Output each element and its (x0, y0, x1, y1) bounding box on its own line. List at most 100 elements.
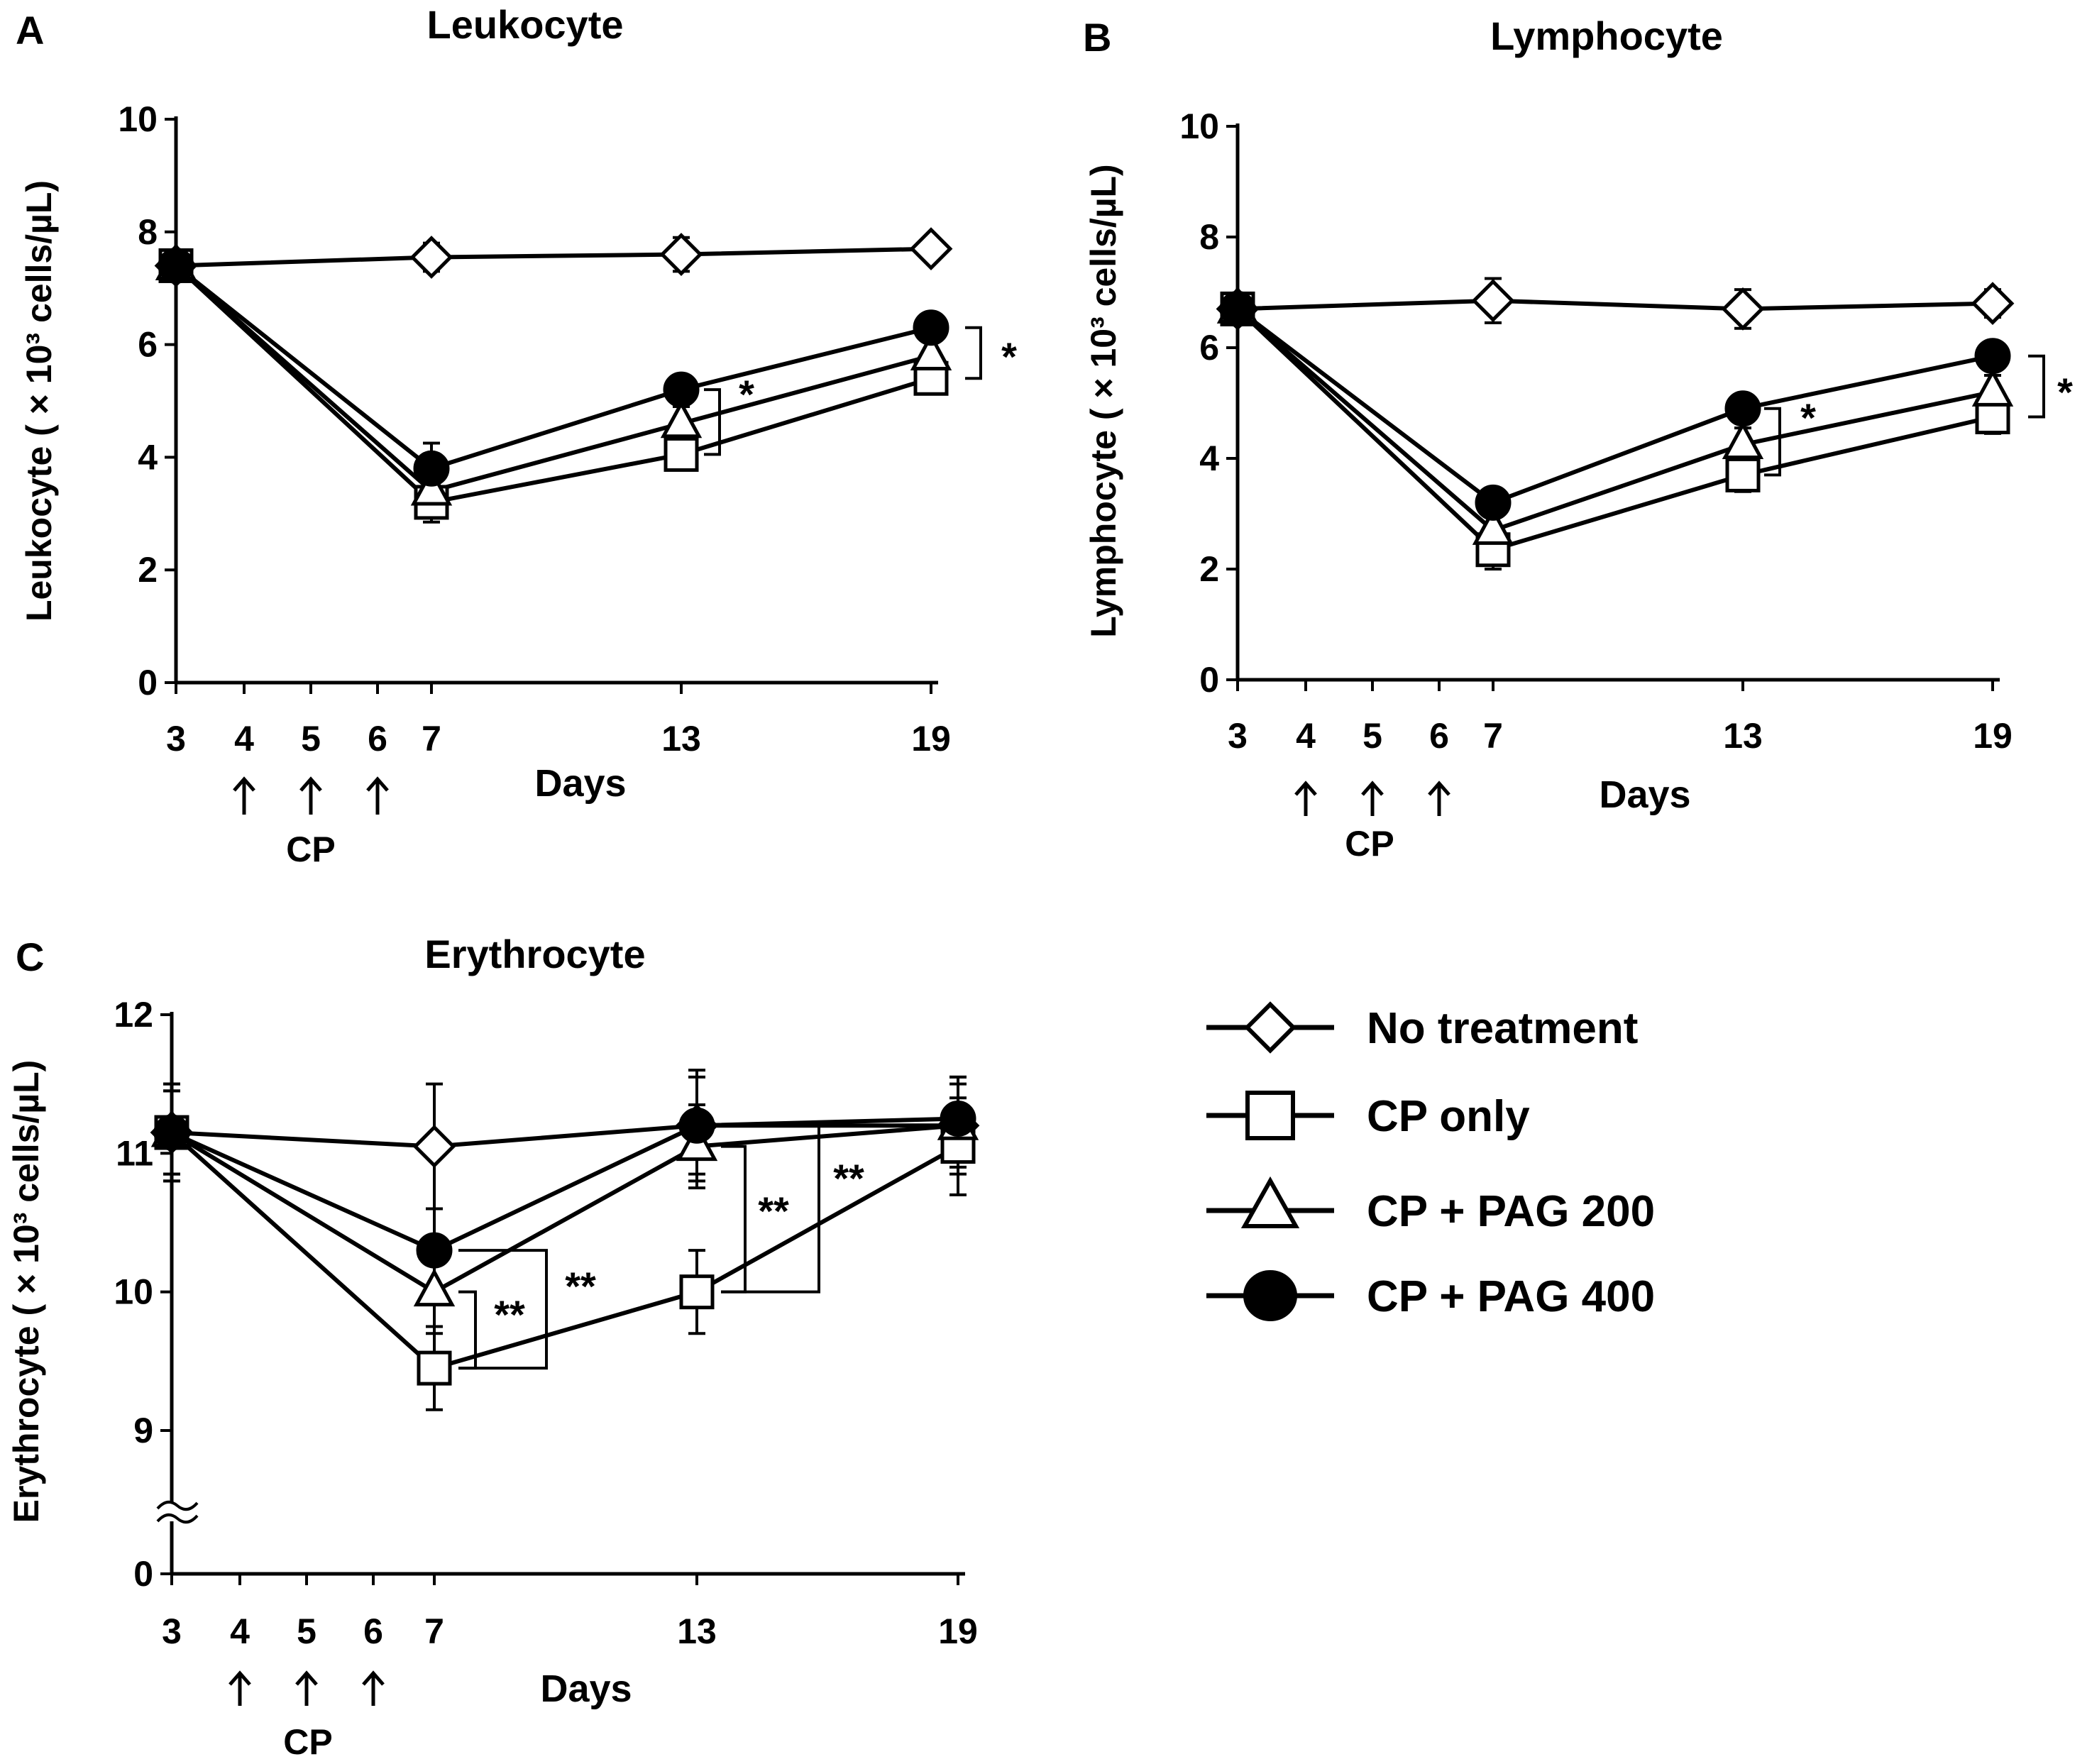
arrowhead (1361, 781, 1384, 796)
x-tick-label: 5 (1362, 716, 1382, 756)
arrowhead (299, 776, 322, 792)
point-cp-only (679, 1274, 715, 1310)
y-tick-label: 8 (138, 212, 158, 252)
arrowhead (1428, 781, 1450, 796)
point-cp-only (417, 1350, 452, 1386)
point-cp-pag-400 (1724, 390, 1761, 427)
y-tick-label: 4 (138, 437, 158, 477)
y-tick-label: 10 (118, 99, 158, 139)
triangle-open-icon (1240, 1176, 1300, 1228)
panel-letter-a: A (16, 8, 44, 53)
legend-label: CP + PAG 400 (1367, 1272, 1655, 1321)
x-tick-label: 6 (363, 1611, 383, 1651)
arrowhead (295, 1670, 318, 1686)
point-cp-pag-400 (416, 1232, 453, 1269)
arrowhead (1294, 781, 1317, 796)
y-tick-label: 6 (138, 325, 158, 365)
point-cp-pag-400 (1475, 484, 1512, 521)
legend-label: CP only (1367, 1092, 1530, 1141)
x-tick-label: 6 (1429, 716, 1449, 756)
significance-label: ** (494, 1292, 525, 1337)
series-line (174, 264, 932, 505)
point-no-treatment (659, 233, 703, 276)
point-no-treatment (909, 227, 953, 271)
arrowhead (229, 1670, 251, 1686)
y-tick-label: 10 (114, 1272, 153, 1312)
significance-bracket (2028, 354, 2045, 419)
point-cp-only (1725, 457, 1761, 492)
point-no-treatment (409, 236, 453, 279)
legend-label: No treatment (1367, 1004, 1638, 1053)
legend-entry-no-treatment: No treatment (1206, 1001, 1638, 1054)
legend: No treatment CP only CP + PAG 200 CP + P… (1206, 1001, 1655, 1321)
panel-b-title: Lymphocyte (1490, 13, 1723, 58)
series-line (1236, 307, 1993, 533)
series-line (175, 246, 932, 268)
significance-label: * (2057, 370, 2073, 414)
significance-bracket (965, 326, 982, 380)
significance-bracket (458, 1249, 548, 1370)
point-cp-pag-200 (410, 467, 453, 506)
axis-break-mark (156, 1513, 199, 1524)
y-tick-label: 12 (114, 995, 153, 1035)
point-cp-pag-200 (413, 1268, 456, 1307)
y-axis-label: Erythrocyte ( × 10³ cells/µL) (6, 1060, 46, 1523)
y-tick-label: 10 (1179, 106, 1219, 146)
significance-label: * (1001, 334, 1017, 379)
series-line (1237, 298, 1993, 312)
point-no-treatment (1721, 287, 1765, 331)
square-open-icon (1245, 1091, 1295, 1140)
y-axis-label: Leukocyte ( × 10³ cells/µL) (19, 180, 59, 622)
x-tick-label: 19 (911, 719, 951, 759)
x-axis-label: Days (1599, 773, 1690, 816)
x-tick-label: 3 (1228, 716, 1248, 756)
y-tick-label: 2 (138, 550, 158, 590)
point-cp-pag-400 (663, 371, 700, 408)
point-no-treatment (1471, 279, 1515, 323)
point-no-treatment (1971, 282, 2015, 326)
y-tick-label: 0 (1199, 660, 1219, 700)
significance-label: * (739, 372, 754, 417)
x-tick-label: 19 (1973, 716, 2013, 756)
arrowhead (233, 776, 255, 792)
x-tick-label: 4 (1296, 716, 1316, 756)
x-tick-label: 13 (677, 1611, 717, 1651)
x-tick-label: 4 (230, 1611, 250, 1651)
series-line (175, 264, 932, 494)
circle-filled-icon (1243, 1270, 1297, 1321)
x-axis-label: Days (540, 1667, 632, 1710)
x-tick-label: 4 (234, 719, 254, 759)
point-cp-pag-200 (660, 399, 703, 439)
point-no-treatment (412, 1125, 456, 1168)
legend-entry-cp-only: CP only (1206, 1091, 1530, 1141)
point-cp-pag-200 (1971, 368, 2014, 407)
y-tick-label: 4 (1199, 439, 1219, 478)
x-tick-label: 13 (1723, 716, 1763, 756)
series-line (171, 1123, 958, 1149)
series-line (170, 1123, 959, 1295)
x-tick-label: 7 (424, 1611, 444, 1651)
x-axis-label: Days (534, 762, 626, 805)
significance-label: ** (833, 1156, 864, 1201)
y-tick-label: 0 (133, 1554, 153, 1594)
diamond-open-icon (1244, 1001, 1297, 1054)
series-line (175, 264, 932, 471)
series-line (170, 1116, 959, 1253)
legend-entry-cp-pag-200: CP + PAG 200 (1206, 1176, 1655, 1236)
point-cp-pag-200 (1472, 507, 1514, 545)
x-tick-label: 7 (1483, 716, 1503, 756)
significance-bracket (704, 388, 721, 456)
arrowhead (362, 1670, 385, 1686)
point-cp-pag-200 (910, 332, 952, 370)
series-line (1235, 307, 1993, 553)
axis-break-mark (156, 1500, 199, 1511)
x-tick-label: 3 (166, 719, 186, 759)
x-tick-label: 19 (938, 1611, 978, 1651)
x-tick-label: 6 (368, 719, 387, 759)
panel-letter-b: B (1083, 15, 1111, 60)
point-cp-pag-400 (153, 1114, 190, 1151)
significance-label: ** (565, 1264, 596, 1308)
